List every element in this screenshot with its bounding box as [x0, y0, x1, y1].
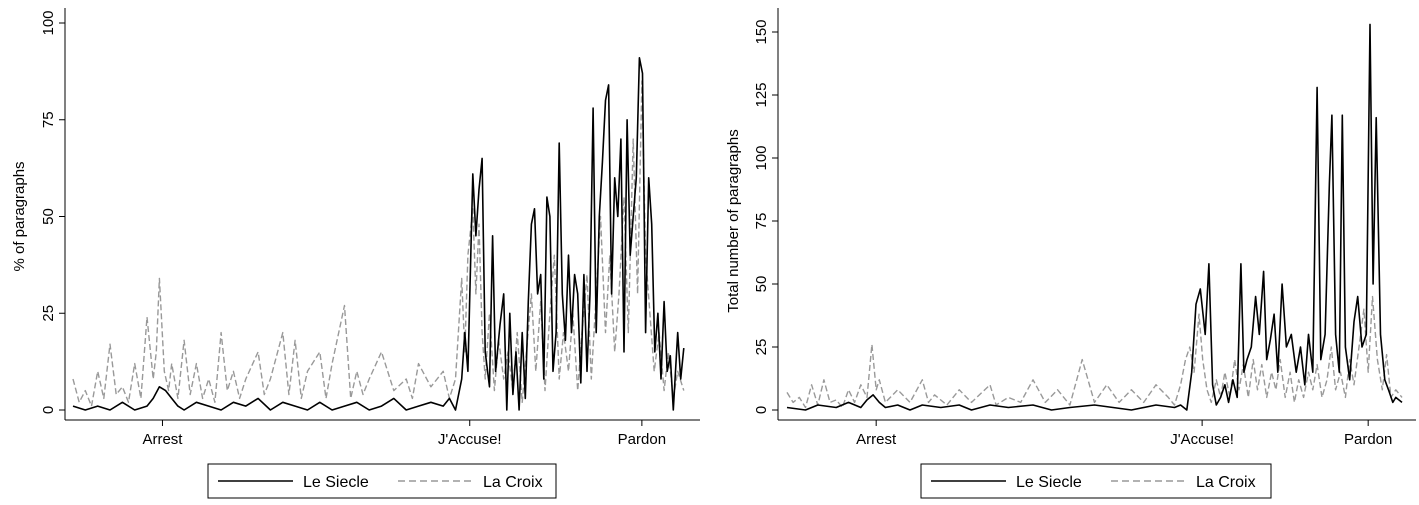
y-tick-label: 150: [753, 19, 770, 44]
legend: Le Siecle La Croix: [920, 463, 1272, 499]
x-tick-label: Pardon: [618, 431, 666, 448]
y-tick-label: 100: [40, 10, 57, 35]
series-line-la-croix: [72, 80, 685, 407]
left-chart-panel: 0 25 50 75 100 % of paragraphs Arrest J'Accuse!…: [11, 8, 700, 499]
series-line-le-siecle: [72, 57, 685, 411]
right-chart-panel: 0 25 50 75 100 125 150 Total number of paragrap…: [725, 8, 1416, 499]
x-tick-label: J'Accuse!: [438, 431, 502, 448]
y-tick-label: 50: [753, 276, 770, 293]
series-line-le-siecle: [786, 23, 1403, 411]
y-tick-label: 125: [753, 82, 770, 107]
y-tick-label: 100: [753, 145, 770, 170]
x-tick-label: Arrest: [856, 431, 897, 448]
y-tick-label: 75: [40, 111, 57, 128]
y-axis-title: Total number of paragraphs: [725, 129, 742, 312]
y-tick-label: 25: [753, 339, 770, 356]
legend: Le Siecle La Croix: [207, 463, 557, 499]
x-tick-label: J'Accuse!: [1170, 431, 1234, 448]
x-tick-label: Pardon: [1344, 431, 1392, 448]
x-tick-label: Arrest: [142, 431, 183, 448]
y-tick-label: 25: [40, 305, 57, 322]
legend-label-la-croix: La Croix: [483, 474, 543, 491]
y-tick-label: 75: [753, 213, 770, 230]
y-tick-label: 0: [40, 406, 57, 414]
y-axis-title: % of paragraphs: [11, 161, 28, 271]
legend-label-le-siecle: Le Siecle: [1016, 474, 1082, 491]
y-tick-label: 50: [40, 208, 57, 225]
legend-label-le-siecle: Le Siecle: [303, 474, 369, 491]
y-tick-label: 0: [753, 406, 770, 414]
legend-label-la-croix: La Croix: [1196, 474, 1256, 491]
